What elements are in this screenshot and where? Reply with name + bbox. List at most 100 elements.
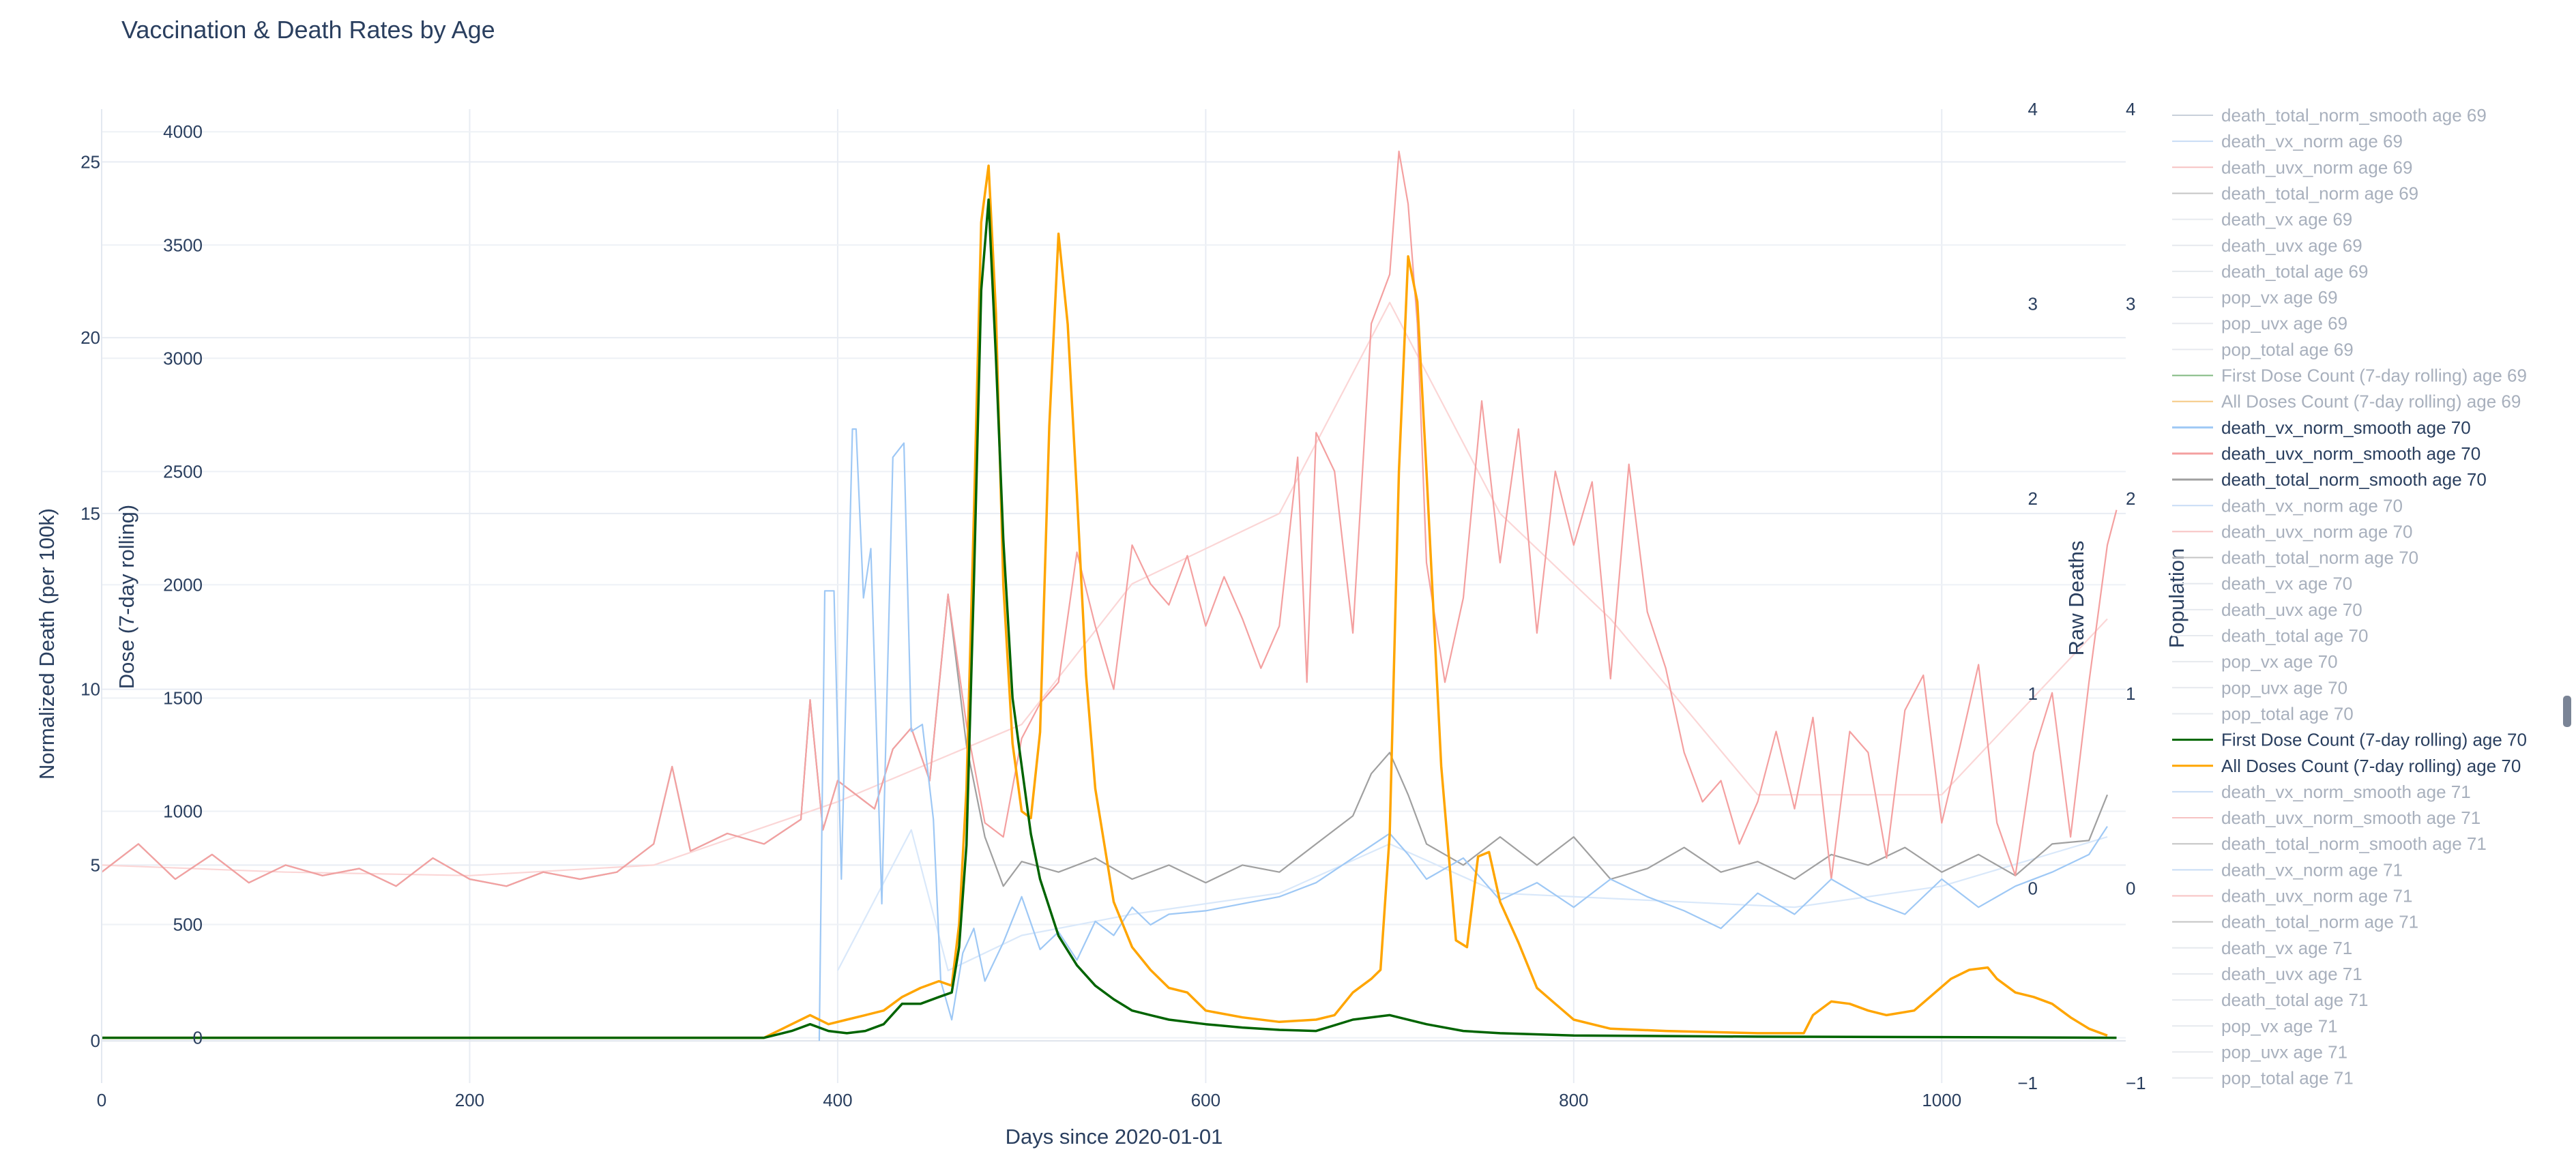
y-tick-label-dose: 1000 (163, 801, 203, 821)
legend-item[interactable]: death_vx age 69 (2172, 209, 2352, 230)
legend-item[interactable]: pop_uvx age 71 (2172, 1041, 2347, 1062)
legend-label: death_vx_norm age 70 (2221, 495, 2403, 516)
y-axis-title-dose: Dose (7-day rolling) (115, 505, 138, 690)
legend-item[interactable]: death_uvx age 71 (2172, 964, 2362, 984)
legend-label: First Dose Count (7-day rolling) age 69 (2221, 366, 2527, 386)
legend-item[interactable]: death_total age 71 (2172, 990, 2368, 1010)
legend-label: death_total age 70 (2221, 625, 2368, 646)
y-tick-label-dose: 2000 (163, 574, 203, 595)
legend-item[interactable]: death_uvx_norm age 71 (2172, 886, 2412, 906)
legend-item[interactable]: pop_vx age 69 (2172, 287, 2338, 308)
x-tick-label: 800 (1559, 1090, 1588, 1110)
y-tick-label-raw: −1 (2017, 1073, 2038, 1093)
legend-item[interactable]: pop_uvx age 70 (2172, 677, 2347, 698)
grid (101, 109, 2126, 1083)
x-tick-label: 400 (823, 1090, 852, 1110)
y-tick-label-pop: 3 (2126, 294, 2135, 314)
legend-item[interactable]: pop_total age 69 (2172, 339, 2354, 359)
legend-item[interactable]: pop_uvx age 69 (2172, 313, 2347, 334)
y-tick-label-pop: −1 (2126, 1073, 2146, 1093)
legend-item[interactable]: pop_total age 71 (2172, 1068, 2354, 1089)
legend-label: pop_total age 70 (2221, 703, 2354, 724)
series-lines (101, 150, 2118, 1041)
legend-item[interactable]: death_vx_norm age 70 (2172, 495, 2403, 516)
legend-item[interactable]: death_vx_norm_smooth age 71 (2172, 782, 2471, 802)
legend-item[interactable]: death_uvx_norm_smooth age 71 (2172, 808, 2480, 828)
legend-label: death_total_norm age 71 (2221, 912, 2418, 932)
legend-item[interactable]: All Doses Count (7-day rolling) age 70 (2172, 756, 2521, 776)
legend-item[interactable]: death_uvx age 70 (2172, 600, 2362, 620)
legend-label: death_total_norm_smooth age 71 (2221, 833, 2487, 854)
y-tick-label-norm: 10 (80, 679, 100, 700)
y-tick-label-norm: 25 (80, 151, 100, 172)
legend-label: death_uvx_norm age 71 (2221, 886, 2412, 906)
legend-label: death_uvx_norm_smooth age 70 (2221, 443, 2480, 464)
legend-label: death_total_norm age 69 (2221, 183, 2418, 203)
legend-label: pop_total age 71 (2221, 1068, 2354, 1089)
y-tick-label-raw: 0 (2028, 878, 2038, 898)
y-tick-label-pop: 0 (2126, 878, 2135, 898)
x-axis-title: Days since 2020-01-01 (1006, 1125, 1223, 1149)
legend-item[interactable]: death_vx age 71 (2172, 938, 2352, 958)
legend-label: death_uvx_norm_smooth age 71 (2221, 808, 2480, 828)
legend-item[interactable]: death_total age 69 (2172, 261, 2368, 282)
legend-item[interactable]: death_total age 70 (2172, 625, 2368, 646)
legend-item[interactable]: death_total_norm_smooth age 71 (2172, 833, 2487, 854)
legend-item[interactable]: death_uvx_norm age 70 (2172, 521, 2412, 542)
series-line-all-doses-count-7-day-rolling-age-70 (102, 164, 2108, 1039)
x-tick-label: 200 (455, 1090, 484, 1110)
legend-item[interactable]: death_vx_norm age 71 (2172, 859, 2403, 880)
legend-label: All Doses Count (7-day rolling) age 70 (2221, 756, 2521, 776)
y-tick-label-dose: 3000 (163, 348, 203, 368)
legend-item[interactable]: pop_total age 70 (2172, 703, 2354, 724)
legend-item[interactable]: death_vx_norm age 69 (2172, 131, 2403, 151)
legend-label: death_vx_norm age 71 (2221, 859, 2403, 880)
chart-title: Vaccination & Death Rates by Age (121, 16, 495, 44)
legend-label: First Dose Count (7-day rolling) age 70 (2221, 730, 2527, 750)
legend-label: death_vx age 70 (2221, 574, 2352, 594)
legend-label: death_uvx_norm age 70 (2221, 521, 2412, 542)
legend-item[interactable]: death_uvx age 69 (2172, 235, 2362, 256)
legend-item[interactable]: death_vx age 70 (2172, 574, 2352, 594)
legend-label: death_vx age 71 (2221, 938, 2352, 958)
legend-item[interactable]: death_uvx_norm_smooth age 70 (2172, 443, 2480, 464)
legend-label: death_vx_norm_smooth age 71 (2221, 782, 2471, 802)
legend-item[interactable]: death_total_norm age 69 (2172, 183, 2418, 203)
legend-item[interactable]: death_total_norm age 70 (2172, 548, 2418, 568)
axes: 0 200 400 600 800 100005101520250500100015002… (80, 99, 2146, 1110)
series-line-death-uvx-norm-age-70 (101, 301, 2108, 876)
legend-item[interactable]: All Doses Count (7-day rolling) age 69 (2172, 391, 2521, 412)
legend-item[interactable]: First Dose Count (7-day rolling) age 70 (2172, 730, 2527, 750)
legend-item[interactable]: death_total_norm_smooth age 69 (2172, 105, 2487, 125)
y-tick-label-raw: 3 (2028, 294, 2038, 314)
legend-label: pop_total age 69 (2221, 339, 2354, 359)
legend-item[interactable]: death_total_norm_smooth age 70 (2172, 469, 2487, 490)
legend-item[interactable]: pop_vx age 71 (2172, 1016, 2338, 1036)
legend-item[interactable]: First Dose Count (7-day rolling) age 69 (2172, 366, 2527, 386)
legend-item[interactable]: death_total_norm age 71 (2172, 912, 2418, 932)
y-tick-label-dose: 4000 (163, 121, 203, 142)
y-tick-label-pop: 4 (2126, 99, 2135, 119)
y-tick-label-dose: 2500 (163, 461, 203, 482)
legend-item[interactable]: death_uvx_norm age 69 (2172, 157, 2412, 177)
legend[interactable]: death_total_norm_smooth age 69 death_vx_n… (2172, 105, 2527, 1089)
series-line-death-vx-norm-age-70 (836, 829, 2108, 972)
legend-label: pop_vx age 71 (2221, 1016, 2338, 1036)
legend-label: pop_vx age 69 (2221, 287, 2338, 308)
series-line-first-dose-count-7-day-rolling-age-70 (102, 198, 2117, 1039)
legend-label: pop_uvx age 71 (2221, 1041, 2347, 1062)
y-tick-label-raw: 1 (2028, 683, 2038, 704)
x-tick-label: 0 (97, 1090, 106, 1110)
y-tick-label-dose: 3500 (163, 235, 203, 255)
x-tick-label: 600 (1191, 1090, 1220, 1110)
legend-item[interactable]: death_vx_norm_smooth age 70 (2172, 417, 2471, 438)
series-line-death-uvx-norm-smooth-age-70 (101, 150, 2118, 887)
y-tick-label-pop: 2 (2126, 488, 2135, 509)
legend-label: death_vx age 69 (2221, 209, 2352, 230)
legend-item[interactable]: pop_vx age 70 (2172, 651, 2338, 672)
legend-scrollbar[interactable] (2563, 696, 2571, 727)
y-tick-label-norm: 20 (80, 327, 100, 348)
legend-label: death_vx_norm age 69 (2221, 131, 2403, 151)
y-tick-label-dose: 500 (173, 915, 203, 935)
legend-label: pop_uvx age 70 (2221, 677, 2347, 698)
